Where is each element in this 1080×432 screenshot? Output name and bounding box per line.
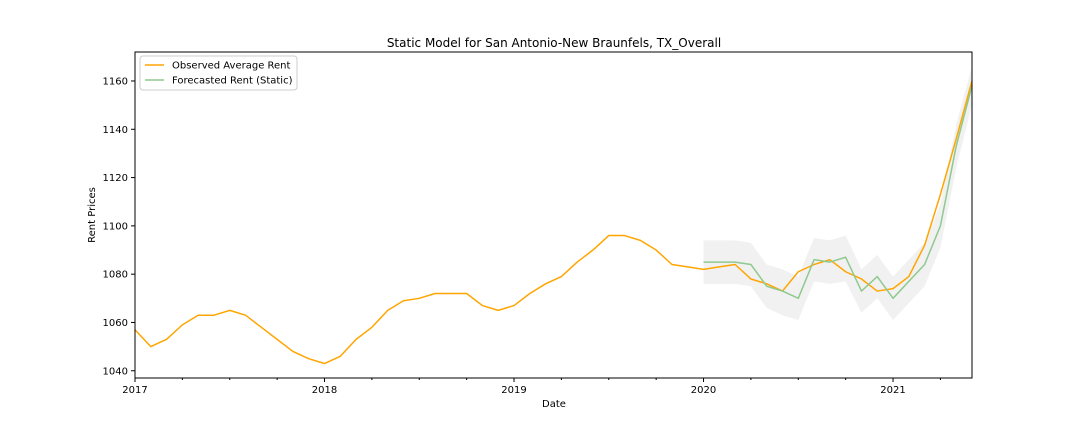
forecast-rent-line xyxy=(703,85,973,300)
y-tick-label: 1140 xyxy=(103,125,128,136)
legend: Observed Average Rent Forecasted Rent (S… xyxy=(139,55,298,91)
x-axis: 2017 2018 2019 2020 2021 xyxy=(122,378,941,396)
y-tick-label: 1120 xyxy=(103,173,128,184)
y-tick-label: 1100 xyxy=(103,221,128,232)
y-axis-label: Rent Prices xyxy=(87,187,98,243)
chart-title: Static Model for San Antonio-New Braunfe… xyxy=(387,36,721,50)
y-tick-label: 1060 xyxy=(103,318,128,329)
legend-box xyxy=(139,55,298,91)
forecast-confidence-band xyxy=(703,66,972,321)
series-layer xyxy=(134,80,973,365)
confidence-band-layer xyxy=(703,66,972,321)
x-tick-label: 2020 xyxy=(691,385,716,396)
x-tick-label: 2017 xyxy=(122,385,147,396)
y-tick-label: 1080 xyxy=(103,270,128,281)
x-tick-label: 2021 xyxy=(880,385,905,396)
x-tick-label: 2019 xyxy=(501,385,526,396)
legend-label-observed: Observed Average Rent xyxy=(172,61,291,72)
y-tick-label: 1040 xyxy=(103,366,128,377)
y-axis: 1040 1060 1080 1100 1120 1140 1160 xyxy=(103,76,135,377)
x-axis-label: Date xyxy=(542,399,566,410)
y-tick-label: 1160 xyxy=(103,76,128,87)
plot-area-frame xyxy=(134,51,973,379)
x-tick-label: 2018 xyxy=(312,385,337,396)
legend-label-forecast: Forecasted Rent (Static) xyxy=(172,76,293,87)
